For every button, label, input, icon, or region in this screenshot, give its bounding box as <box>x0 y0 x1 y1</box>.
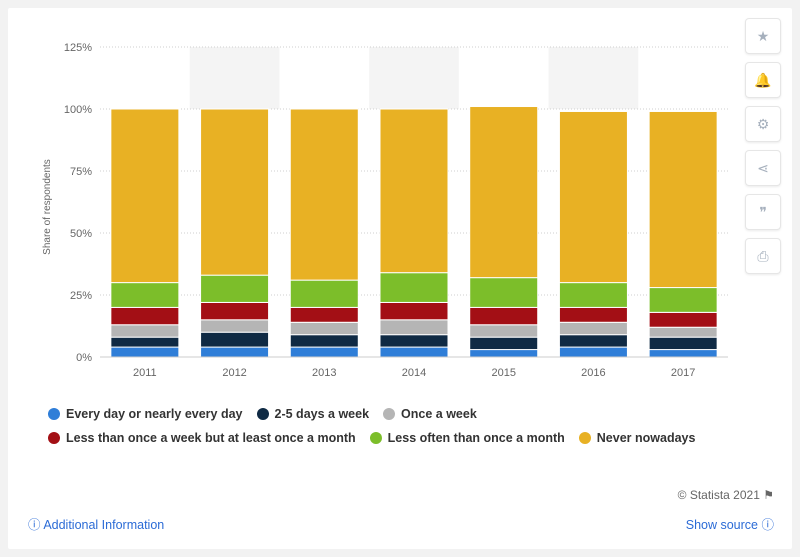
bar-segment <box>379 108 449 274</box>
legend-swatch <box>48 432 60 444</box>
bar-segment <box>558 321 628 336</box>
bar-segment <box>379 319 449 336</box>
x-tick-label: 2012 <box>222 367 246 379</box>
bar-segment <box>200 319 270 333</box>
bell-icon[interactable]: 🔔 <box>745 62 781 98</box>
additional-information-link[interactable]: ⓘ Additional Information <box>28 514 164 533</box>
legend-label: 2-5 days a week <box>274 407 370 421</box>
stacked-bar-chart: 0% 25% 50% 75% 100% 125% Share of respondents 2… <box>42 42 728 379</box>
gear-icon[interactable]: ⚙ <box>745 106 781 142</box>
share-icon[interactable]: ⋖ <box>745 150 781 186</box>
legend-row-1: Every day or nearly every day 2-5 days a … <box>48 402 748 426</box>
additional-information-label: Additional Information <box>43 518 165 532</box>
bar-segment <box>289 321 359 336</box>
y-tick-label: 50% <box>70 228 92 240</box>
bar-segment <box>289 334 359 348</box>
y-tick-label: 25% <box>70 290 92 302</box>
bar-segment <box>648 311 718 328</box>
bar-segment <box>648 349 718 358</box>
x-tick-label: 2014 <box>402 367 426 379</box>
bar-segment <box>469 349 539 358</box>
bar-segment <box>110 306 180 326</box>
bar-segment <box>558 306 628 323</box>
legend-label: Less than once a week but at least once … <box>66 431 356 445</box>
bar-segment <box>110 282 180 308</box>
bar-segment <box>289 279 359 308</box>
bar-segment <box>289 108 359 281</box>
bar-segment <box>379 334 449 348</box>
y-tick-label: 0% <box>76 352 92 364</box>
credit-text: © Statista 2021 <box>677 488 760 502</box>
bar-segment <box>558 110 628 284</box>
legend-item[interactable]: Never nowadays <box>578 431 696 445</box>
bar-segment <box>110 324 180 338</box>
plot-band <box>548 47 639 109</box>
bar-segment <box>200 108 270 276</box>
plot-band <box>369 47 459 109</box>
bar-segment <box>110 346 180 358</box>
bar-segment <box>200 346 270 358</box>
legend-item[interactable]: Once a week <box>383 407 477 421</box>
bar-segment <box>379 272 449 303</box>
x-tick-label: 2013 <box>312 367 336 379</box>
legend-item[interactable]: 2-5 days a week <box>256 407 370 421</box>
bar-segment <box>289 306 359 323</box>
print-icon[interactable]: ⎙ <box>745 238 781 274</box>
bar-segment <box>469 324 539 338</box>
bar-segment <box>558 346 628 358</box>
bar-segment <box>648 110 718 289</box>
legend-item[interactable]: Less often than once a month <box>369 431 565 445</box>
side-toolbar: ★ 🔔 ⚙ ⋖ ❞ ⎙ <box>745 18 781 282</box>
plot-band <box>189 47 280 109</box>
bar-segment <box>200 301 270 321</box>
y-axis-title: Share of respondents <box>42 159 53 255</box>
y-tick-label: 75% <box>70 166 92 178</box>
legend: Every day or nearly every day 2-5 days a … <box>48 402 748 450</box>
bar-segment <box>648 336 718 351</box>
bar-segment <box>648 326 718 338</box>
legend-swatch <box>256 408 269 420</box>
show-source-link[interactable]: Show source ⓘ <box>686 514 774 533</box>
bar-segment <box>289 346 359 358</box>
bar-segment <box>469 277 539 308</box>
star-icon[interactable]: ★ <box>745 18 781 54</box>
legend-swatch <box>369 432 382 444</box>
y-tick-label: 100% <box>64 104 92 116</box>
legend-swatch <box>383 408 396 420</box>
legend-label: Less often than once a month <box>387 431 565 445</box>
info-icon: ⓘ <box>28 518 41 532</box>
bar-segment <box>469 306 539 326</box>
info-icon: ⓘ <box>761 518 774 532</box>
y-tick-label: 125% <box>64 42 92 54</box>
bar-segment <box>469 106 539 279</box>
bar-segment <box>379 346 449 358</box>
legend-label: Once a week <box>401 407 477 421</box>
bar-segment <box>110 108 180 284</box>
bar-segment <box>558 334 628 348</box>
bar-segment <box>379 301 449 321</box>
x-tick-label: 2017 <box>671 367 695 379</box>
legend-item[interactable]: Every day or nearly every day <box>48 407 243 421</box>
legend-row-2: Less than once a week but at least once … <box>48 426 748 450</box>
legend-label: Every day or nearly every day <box>66 407 243 421</box>
flag-icon: ⚑ <box>763 488 774 502</box>
show-source-label: Show source <box>685 518 758 532</box>
bar-segment <box>200 274 270 303</box>
bar-segment <box>110 336 180 348</box>
statista-credit[interactable]: © Statista 2021 ⚑ <box>678 488 774 502</box>
legend-swatch <box>578 432 591 444</box>
x-tick-label: 2016 <box>581 367 605 379</box>
bar-segment <box>648 287 718 313</box>
legend-swatch <box>48 408 60 420</box>
legend-label: Never nowadays <box>596 431 696 445</box>
bar-segment <box>200 331 270 348</box>
x-tick-label: 2011 <box>133 367 157 379</box>
legend-item[interactable]: Less than once a week but at least once … <box>48 431 356 445</box>
bar-segment <box>469 336 539 351</box>
x-tick-label: 2015 <box>491 367 515 379</box>
bar-segment <box>558 282 628 308</box>
quote-icon[interactable]: ❞ <box>745 194 781 230</box>
